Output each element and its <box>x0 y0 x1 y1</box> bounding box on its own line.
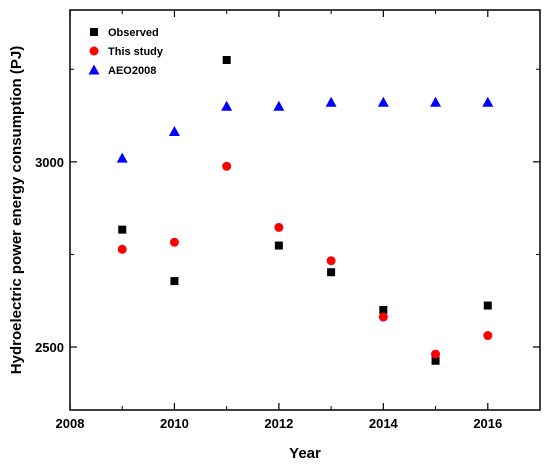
observed-point <box>274 241 283 250</box>
this-study-point <box>117 244 127 254</box>
observed-point <box>379 306 388 314</box>
y-tick-label: 3000 <box>35 155 64 170</box>
observed-point <box>483 301 492 310</box>
observed-point <box>222 56 231 64</box>
this-study-point <box>483 331 493 341</box>
plot-frame <box>69 9 541 411</box>
this-study-point <box>222 161 232 171</box>
y-axis-title: Hydroelectric power energy consumption (… <box>8 46 25 374</box>
this-study-point <box>169 237 179 247</box>
data-marks <box>116 56 494 365</box>
observed-point <box>170 277 179 286</box>
aeo2008-point <box>430 96 442 107</box>
x-tick-label: 2014 <box>369 416 399 431</box>
aeo2008-point <box>325 96 337 107</box>
observed-point <box>118 225 127 234</box>
this-study-point <box>326 256 336 266</box>
x-tick-label: 2008 <box>56 416 85 431</box>
this-study-point <box>274 222 284 232</box>
x-axis-title: Year <box>289 445 321 462</box>
y-tick-label: 2500 <box>35 340 64 355</box>
aeo2008-point <box>168 125 180 136</box>
this-study-point <box>431 349 441 359</box>
legend-label-aeo2008: AEO2008 <box>108 65 156 77</box>
observed-point <box>431 356 440 365</box>
legend-marker-aeo2008 <box>88 64 100 75</box>
aeo2008-point <box>377 96 389 107</box>
aeo2008-point <box>273 100 285 111</box>
x-tick-label: 2016 <box>473 416 502 431</box>
aeo2008-point <box>482 96 494 107</box>
legend-label-this-study: This study <box>108 46 164 58</box>
aeo2008-point <box>221 100 233 111</box>
this-study-point <box>378 312 388 322</box>
legend-marker-observed <box>90 28 98 36</box>
x-tick-label: 2012 <box>264 416 293 431</box>
tick-labels: 2008 2010 2012 2014 2016 2500 3000 <box>35 155 502 431</box>
legend-marker-this-study <box>89 46 99 56</box>
legend-label-observed: Observed <box>108 27 159 39</box>
observed-point <box>327 268 336 277</box>
aeo2008-point <box>116 152 128 163</box>
legend: Observed This study AEO2008 <box>88 27 164 77</box>
axis-ticks <box>69 10 540 410</box>
x-tick-label: 2010 <box>160 416 189 431</box>
